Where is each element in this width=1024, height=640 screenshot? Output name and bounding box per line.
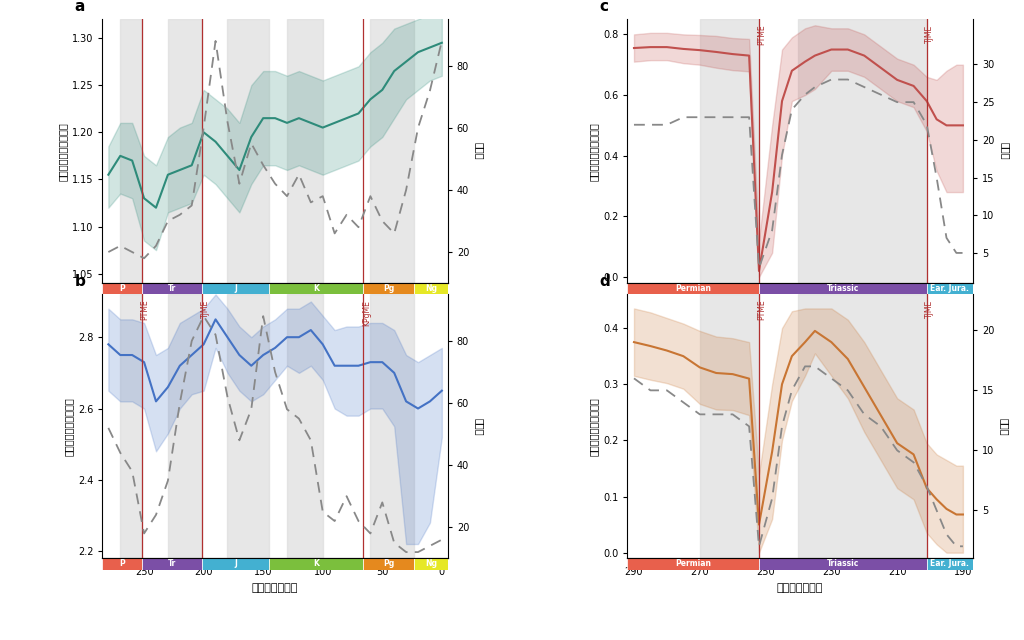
Text: d: d [600, 274, 610, 289]
Bar [269, 283, 364, 294]
Bar [628, 558, 759, 570]
Text: PTME: PTME [758, 24, 767, 45]
Text: Triassic: Triassic [826, 284, 859, 293]
Bar [364, 558, 415, 570]
Bar [102, 558, 141, 570]
Text: Tr: Tr [168, 559, 176, 568]
Y-axis label: 形態差異度（方差和）: 形態差異度（方差和） [589, 122, 599, 180]
Bar [227, 294, 269, 558]
Text: b: b [75, 274, 86, 289]
Bar [287, 19, 323, 283]
Bar [120, 294, 141, 558]
Text: TJME: TJME [926, 300, 934, 318]
Text: Triassic: Triassic [826, 559, 859, 568]
Bar [699, 19, 759, 283]
Bar [415, 558, 447, 570]
Bar [141, 283, 203, 294]
Text: K: K [313, 284, 319, 293]
Y-axis label: 形態差異度（方差和）: 形態差異度（方差和） [589, 397, 599, 456]
Text: Tr: Tr [168, 284, 176, 293]
Y-axis label: 多樣性: 多樣性 [475, 417, 484, 435]
X-axis label: 时间（百万年）: 时间（百万年） [777, 583, 823, 593]
Text: TJME: TJME [201, 300, 210, 318]
Text: J: J [234, 284, 238, 293]
Text: Permian: Permian [675, 559, 712, 568]
Text: K: K [313, 559, 319, 568]
Text: c: c [600, 0, 609, 14]
Text: Ng: Ng [425, 284, 437, 293]
Bar [364, 283, 415, 294]
Text: Permian: Permian [675, 284, 712, 293]
Text: P: P [119, 559, 125, 568]
Text: TJME: TJME [926, 24, 934, 43]
Bar [168, 19, 203, 283]
Bar [287, 294, 323, 558]
Text: J: J [234, 559, 238, 568]
Text: Ng: Ng [425, 559, 437, 568]
Bar [371, 19, 415, 283]
Bar [102, 283, 141, 294]
Y-axis label: 多樣性: 多樣性 [999, 417, 1010, 435]
Bar [141, 558, 203, 570]
Bar [927, 558, 973, 570]
Bar [699, 294, 759, 558]
Bar [759, 558, 927, 570]
Text: Pg: Pg [383, 559, 394, 568]
Y-axis label: 形態差異度（方差和）: 形態差異度（方差和） [63, 397, 74, 456]
Text: PTME: PTME [758, 300, 767, 320]
Y-axis label: 多樣性: 多樣性 [475, 142, 484, 160]
Bar [227, 19, 269, 283]
Y-axis label: 多樣性: 多樣性 [999, 142, 1010, 160]
Text: PTME: PTME [140, 300, 150, 320]
Text: Ear. Jura.: Ear. Jura. [931, 559, 969, 568]
Text: Pg: Pg [383, 284, 394, 293]
Bar [759, 283, 927, 294]
Y-axis label: 形態差異度（方差和）: 形態差異度（方差和） [57, 122, 68, 180]
Bar [628, 283, 759, 294]
Text: P: P [119, 284, 125, 293]
Text: KPgME: KPgME [361, 300, 371, 326]
Text: a: a [75, 0, 85, 14]
Bar [168, 294, 203, 558]
X-axis label: 时间（百万年）: 时间（百万年） [252, 583, 298, 593]
Bar [203, 558, 269, 570]
Bar [415, 283, 447, 294]
Bar [799, 294, 927, 558]
Bar [120, 19, 141, 283]
Bar [371, 294, 415, 558]
Bar [799, 19, 927, 283]
Bar [927, 283, 973, 294]
Bar [269, 558, 364, 570]
Bar [203, 283, 269, 294]
Text: Ear. Jura.: Ear. Jura. [931, 284, 969, 293]
